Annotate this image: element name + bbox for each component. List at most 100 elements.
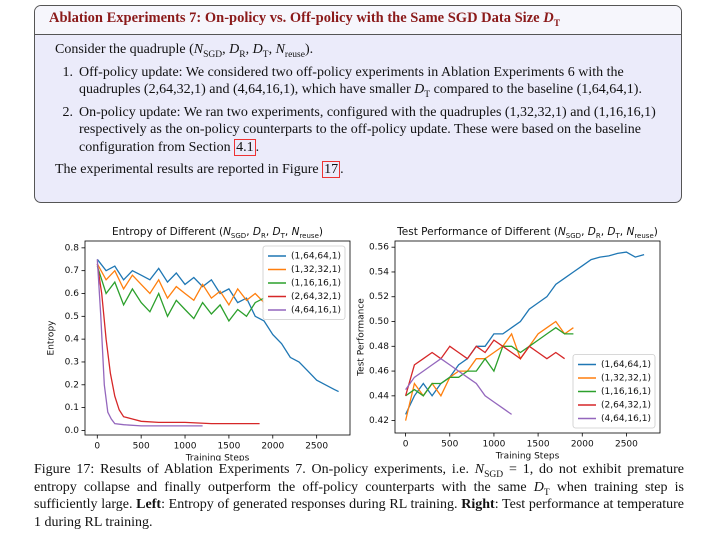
x-tick-label: 1500: [527, 440, 550, 450]
text-run: ,: [245, 42, 253, 57]
math-var: D: [533, 479, 544, 495]
math-sub: reuse: [299, 232, 318, 240]
charts: Entropy of Different (NSGD, DR, DT, Nreu…: [47, 226, 661, 462]
math-var: D: [229, 42, 240, 57]
math-sub: R: [261, 232, 266, 240]
math-sub: T: [424, 89, 431, 100]
x-tick-label: 500: [441, 440, 458, 450]
y-tick-label: 0.4: [65, 335, 80, 345]
legend: (1,64,64,1) (1,32,32,1) (1,16,16,1) (2,64,3…: [572, 354, 656, 429]
text-run: Consider the quadruple (: [55, 42, 194, 57]
y-axis-label: Test Performance: [357, 298, 367, 377]
math-var: D: [252, 42, 263, 57]
y-tick-label: 0.7: [65, 266, 79, 276]
text-run: Test Performance of Different (: [396, 226, 558, 238]
math-var: N: [474, 462, 485, 477]
legend-label: (1,64,64,1): [291, 252, 341, 262]
text-run: .: [255, 139, 260, 155]
y-tick-label: 0.54: [369, 267, 389, 277]
outro: The experimental results are reported in…: [55, 161, 663, 179]
legend-label: (2,64,32,1): [291, 292, 341, 302]
caption: Figure 17: Results of Ablation Experimen…: [34, 461, 684, 531]
x-tick-label: 2000: [261, 442, 284, 452]
legend-label: (1,64,64,1): [601, 360, 651, 370]
math-var: D: [414, 82, 425, 97]
y-tick-label: 0.2: [65, 380, 79, 390]
legend-label: (4,64,16,1): [601, 414, 651, 424]
text-run: ,: [266, 226, 273, 238]
math-var: N: [275, 42, 285, 57]
text-run: Figure 17: Results of Ablation Experimen…: [34, 462, 475, 477]
math-sub: T: [553, 18, 561, 29]
y-tick-label: 0.6: [65, 289, 80, 299]
text-run: Ablation Experiments 7: On-policy vs. Of…: [49, 10, 544, 26]
legend-box: [262, 245, 346, 320]
item-marker: 1.: [62, 64, 74, 80]
math-sub: T: [280, 232, 286, 240]
legend-label: (1,16,16,1): [291, 279, 341, 289]
intro: Consider the quadruple (NSGD, DR, DT, Nr…: [55, 41, 663, 60]
math-var: N: [626, 226, 634, 238]
text-run: when training step is sufficiently large…: [34, 479, 685, 513]
x-tick-label: 1000: [482, 440, 505, 450]
text-run: = 1, do not exhibit premature entropy co…: [34, 462, 684, 495]
text-run: ,: [581, 226, 588, 238]
math-var: D: [273, 226, 281, 238]
box-title: Ablation Experiments 7: On-policy vs. Of…: [35, 6, 681, 35]
text-run: ): [654, 226, 658, 238]
text-run: ,: [620, 226, 627, 238]
text-run: The experimental results are reported in…: [55, 162, 323, 177]
text-run: .: [340, 162, 344, 177]
y-tick-label: 0.5: [65, 312, 79, 322]
math-var: N: [558, 226, 566, 238]
legend-label: (1,16,16,1): [601, 387, 651, 397]
math-sub: reuse: [284, 49, 305, 60]
series-line: [96, 263, 260, 425]
y-axis-label: Entropy: [47, 320, 57, 356]
bold-run: Right: [461, 497, 495, 512]
y-tick-label: 0.0: [65, 426, 80, 436]
series-line: [96, 259, 203, 427]
x-tick-label: 0: [94, 442, 100, 452]
chart-title: Test Performance of Different (NSGD, DR,…: [396, 226, 658, 240]
text-run: ,: [601, 226, 608, 238]
math-var: D: [588, 226, 596, 238]
text-run: Off-policy update: We considered two off…: [79, 64, 624, 98]
series-line: [405, 357, 512, 415]
y-tick-label: 0.48: [369, 342, 389, 352]
x-axis-label: Training Steps: [495, 452, 560, 462]
plot-frame: [394, 240, 661, 434]
ablation-box: Ablation Experiments 7: On-policy vs. Of…: [34, 5, 682, 203]
text-run: On-policy update: We ran two experiments…: [79, 104, 656, 155]
series-line: [96, 265, 265, 323]
legend-label: (1,32,32,1): [601, 374, 651, 384]
text-run: : Entropy of generated responses during …: [161, 497, 462, 512]
math-var: N: [193, 42, 204, 57]
text-run: Entropy of Different (: [112, 226, 223, 238]
reference-link: 17: [322, 161, 341, 178]
legend-label: (2,64,32,1): [601, 401, 651, 411]
series-line: [96, 263, 265, 307]
y-tick-label: 0.42: [369, 416, 389, 426]
math-sub: R: [239, 49, 246, 60]
reference-link: 4.1: [234, 138, 256, 156]
item-marker: 2.: [62, 104, 74, 120]
math-var: D: [253, 226, 261, 238]
y-tick-label: 0.44: [369, 391, 389, 401]
legend-label: (1,32,32,1): [291, 265, 341, 275]
text-run: ,: [222, 42, 230, 57]
x-tick-label: 2000: [571, 440, 594, 450]
math-sub: reuse: [634, 232, 653, 240]
text-run: ).: [304, 42, 314, 57]
math-sub: SGD: [566, 232, 581, 240]
legend: (1,64,64,1) (1,32,32,1) (1,16,16,1) (2,64,3…: [262, 245, 346, 320]
item-text: On-policy update: We ran two experiments…: [79, 104, 663, 157]
x-tick-label: 2500: [615, 440, 638, 450]
y-tick-label: 0.1: [65, 403, 79, 413]
y-tick-label: 0.52: [369, 292, 389, 302]
math-sub: SGD: [231, 232, 246, 240]
text-run: ,: [285, 226, 292, 238]
math-sub: SGD: [203, 49, 223, 60]
legend-label: (4,64,16,1): [291, 306, 341, 316]
